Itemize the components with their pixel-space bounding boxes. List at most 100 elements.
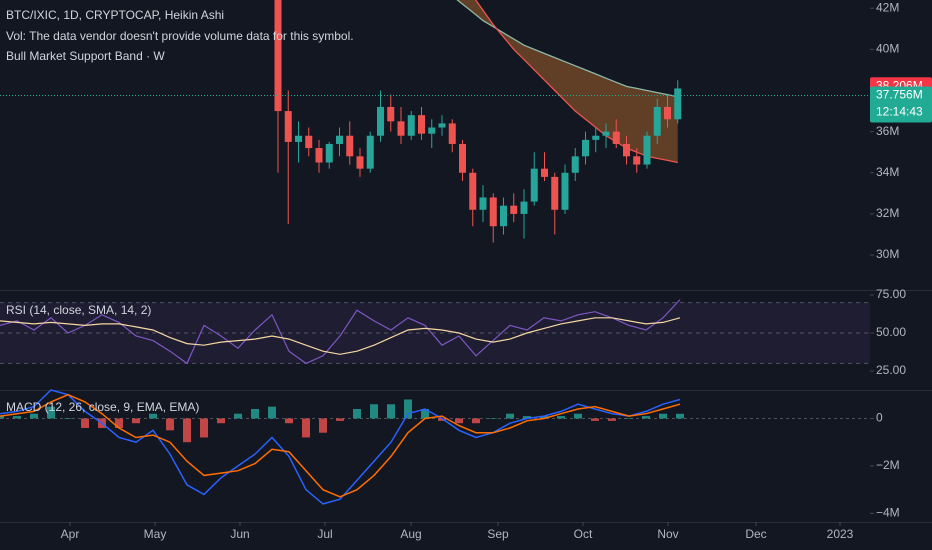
histogram-bar	[506, 413, 514, 419]
histogram-bar	[472, 418, 480, 424]
candle-body	[336, 135, 343, 144]
histogram-bar	[421, 408, 429, 419]
y-tick-label: 75.00	[876, 287, 906, 301]
chart-title: BTC/IXIC, 1D, CRYPTOCAP, Heikin Ashi	[6, 8, 224, 22]
candle-body	[612, 131, 620, 144]
histogram-bar	[387, 404, 395, 419]
time-label: Aug	[400, 527, 421, 541]
histogram-bar	[0, 416, 4, 419]
candle-body	[633, 156, 641, 165]
histogram-bar	[285, 418, 293, 424]
price-badge-label: 37.756M	[876, 88, 923, 102]
histogram-bar	[13, 416, 21, 419]
subtitle: Bull Market Support Band · W	[6, 49, 165, 63]
histogram-bar	[438, 418, 446, 421]
histogram-bar	[642, 416, 650, 419]
macd-line	[0, 393, 681, 498]
time-label: Apr	[61, 527, 80, 541]
y-tick-label: 25.00	[876, 363, 906, 377]
histogram-bar	[591, 418, 599, 421]
candle-body	[479, 197, 487, 210]
histogram-bar	[370, 404, 378, 419]
histogram-bar	[30, 413, 38, 419]
candle-body	[510, 205, 518, 214]
candle-body	[592, 135, 600, 140]
histogram-bar	[132, 418, 140, 424]
candle-body	[459, 143, 466, 173]
candle-body	[664, 106, 671, 120]
histogram-bar	[183, 418, 191, 443]
histogram-bar	[234, 413, 242, 419]
y-tick-label: 0	[876, 411, 883, 425]
candle-body	[315, 148, 323, 163]
candle-body	[500, 205, 507, 227]
y-tick-label: 32M	[876, 206, 899, 220]
candle-body	[623, 143, 630, 157]
band-line	[456, 0, 678, 98]
candle-body	[561, 172, 569, 210]
candle-body	[602, 131, 610, 136]
histogram-bar	[336, 418, 344, 421]
countdown: 12:14:43	[876, 105, 923, 119]
candle-body	[541, 168, 548, 177]
axes: 30M 32M 34M 36M 40M 42M 25.00 50.00 75.00 −4M −2M 0	[870, 0, 906, 520]
candle-body	[489, 197, 497, 227]
candle-body	[418, 115, 425, 134]
histogram-bar	[166, 418, 174, 431]
candle-body	[377, 106, 384, 136]
y-tick-label: 42M	[876, 0, 899, 14]
histogram-bar	[64, 418, 72, 419]
subtitle: Vol: The data vendor doesn't provide vol…	[6, 29, 354, 43]
candle-body	[551, 176, 559, 210]
band-fill	[457, 0, 678, 163]
macd-line	[0, 389, 681, 505]
candle-body	[387, 106, 395, 122]
time-label: Oct	[574, 527, 593, 541]
candle-body	[295, 135, 302, 142]
candle-body	[438, 123, 446, 128]
histogram-bar	[115, 418, 123, 428]
histogram-bar	[200, 418, 208, 438]
rsi-title: RSI (14, close, SMA, 14, 2)	[6, 303, 151, 317]
candle-body	[346, 135, 354, 157]
histogram-bar	[81, 418, 89, 428]
y-tick-label: −2M	[876, 458, 900, 472]
histogram-bar	[149, 413, 157, 419]
candle-body	[582, 139, 589, 157]
candle-body	[520, 201, 528, 214]
time-label: Jul	[317, 527, 332, 541]
candle-body	[407, 115, 415, 136]
rsi-line	[0, 317, 681, 355]
histogram-bar	[251, 408, 259, 419]
histogram-bar	[608, 418, 616, 421]
histogram-bar	[47, 406, 55, 419]
candle-body	[428, 127, 436, 134]
candle-body	[674, 88, 682, 120]
histogram-bar	[625, 418, 633, 419]
y-tick-label: 50.00	[876, 325, 906, 339]
macd-title: MACD (12, 26, close, 9, EMA, EMA)	[6, 400, 199, 414]
y-tick-label: −4M	[876, 506, 900, 520]
rsi-pane	[0, 299, 870, 365]
macd-pane	[0, 389, 870, 505]
candle-body	[469, 172, 477, 210]
candle-body	[356, 156, 364, 169]
histogram-bar	[302, 418, 310, 438]
time-label: Nov	[657, 527, 678, 541]
candle-body	[305, 135, 313, 149]
candle-body	[366, 135, 374, 169]
candle-body	[325, 143, 333, 163]
histogram-bar	[217, 418, 225, 424]
candle-body	[397, 121, 405, 136]
candle-body	[448, 123, 456, 144]
time-label: Jun	[230, 527, 249, 541]
histogram-bar	[319, 418, 327, 433]
histogram-bar	[353, 408, 361, 419]
y-tick-label: 40M	[876, 42, 899, 56]
time-label: Dec	[745, 527, 766, 541]
histogram-bar	[676, 413, 684, 419]
rsi-line	[0, 299, 681, 365]
time-label: Sep	[487, 527, 509, 541]
time-label: 2023	[827, 527, 854, 541]
